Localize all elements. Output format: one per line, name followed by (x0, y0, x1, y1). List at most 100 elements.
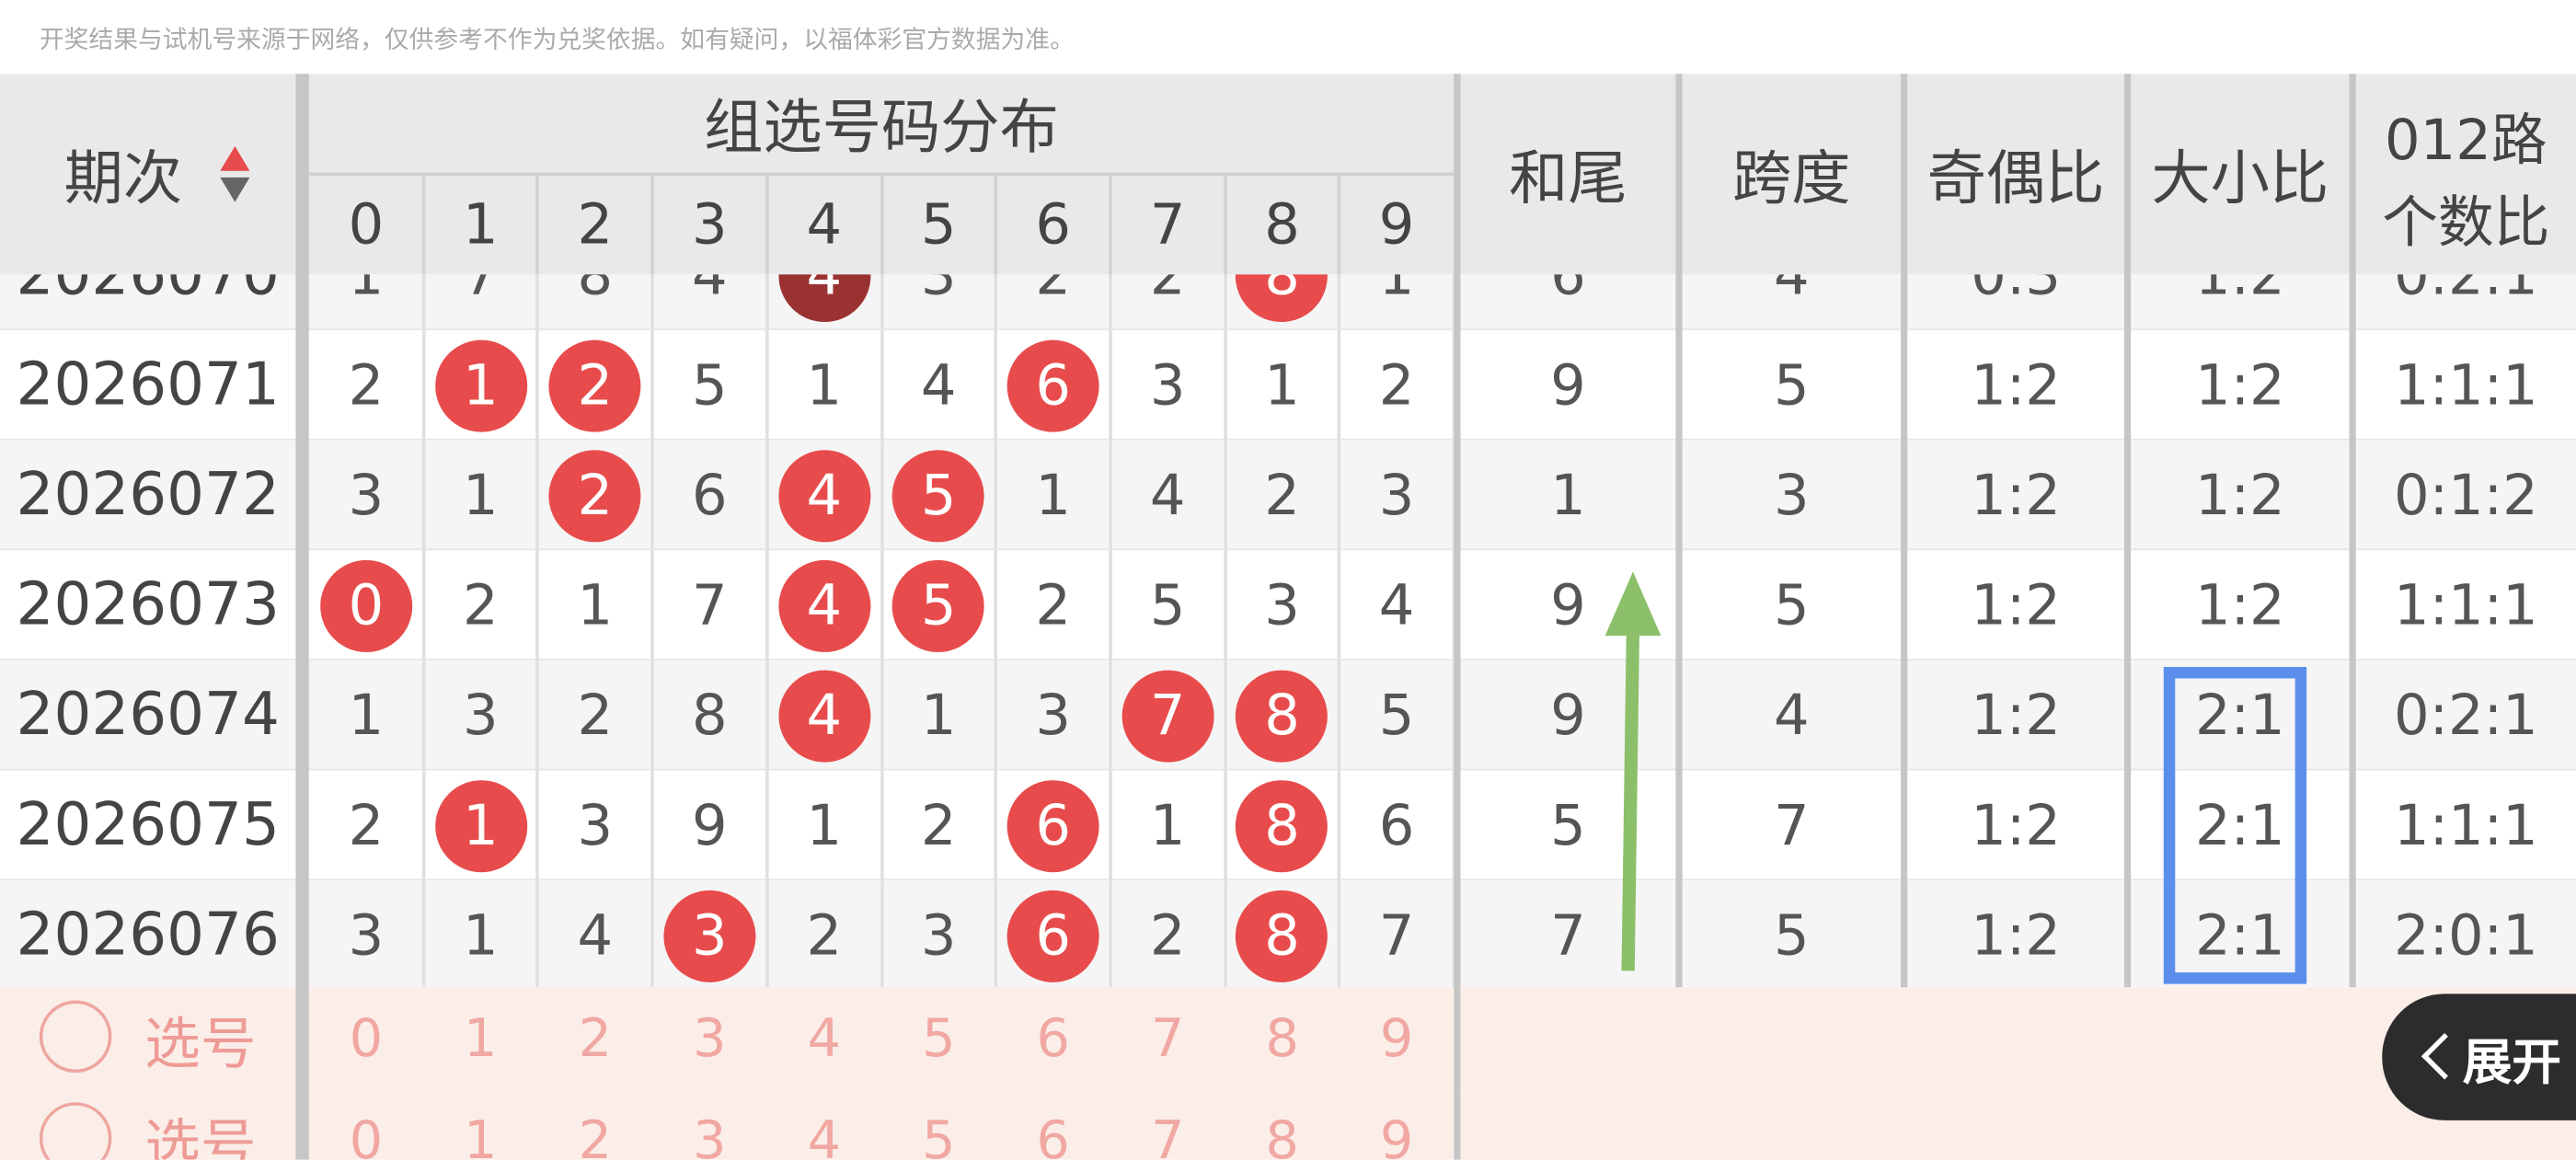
picker-digit[interactable]: 3 (693, 1108, 727, 1160)
miss-cell: 3 (1149, 352, 1186, 419)
picker-digit[interactable]: 1 (464, 1006, 498, 1070)
hit-ball: 1 (434, 780, 527, 873)
col-line (1338, 329, 1341, 441)
miss-cell: 8 (691, 682, 728, 749)
picker-digit[interactable]: 7 (1150, 1006, 1185, 1070)
picker-digit[interactable]: 0 (349, 1006, 384, 1070)
picker-digit[interactable]: 4 (807, 1006, 841, 1070)
hit-ball: 6 (1006, 339, 1099, 432)
col-line (1109, 880, 1112, 988)
col-line (535, 770, 540, 881)
picker-row: 选号 0 1 2 3 4 5 6 7 8 9 (0, 1088, 2576, 1160)
col-line (880, 274, 883, 330)
hit-ball: 2 (548, 450, 641, 543)
column-divider (1901, 74, 1908, 988)
miss-cell: 9 (691, 792, 728, 859)
table-row: 2026070 1 7 8 4 4 3 2 2 8 1 6 4 0:3 1:2 0:2:1 (0, 274, 2576, 330)
col-line (994, 440, 998, 551)
col-line (765, 770, 769, 881)
col-line (535, 880, 540, 988)
col-line (1223, 660, 1227, 771)
col-line (650, 770, 654, 881)
col-line (650, 274, 654, 330)
digit-header: 4 (806, 191, 843, 258)
hit-ball: 5 (892, 559, 985, 652)
picker-radio[interactable] (39, 1000, 112, 1074)
miss-cell: 1 (1264, 352, 1300, 419)
table-body: 2026070 1 7 8 4 4 3 2 2 8 1 6 4 0:3 1:2 0:2:1 2026071 2 1 2… (0, 274, 2576, 988)
picker-digit[interactable]: 8 (1265, 1006, 1299, 1070)
picker-digit[interactable]: 2 (578, 1006, 613, 1070)
hit-ball: 4 (777, 450, 870, 543)
issue-cell: 2026073 (16, 571, 280, 639)
picker-radio[interactable] (39, 1102, 112, 1160)
stat-cell: 2:1 (2194, 792, 2285, 859)
miss-cell: 2 (348, 352, 385, 419)
column-divider (1675, 74, 1683, 275)
col-line (1109, 660, 1112, 771)
stat-cell: 1:2 (1971, 572, 2061, 638)
table-row: 2026072 3 1 2 6 4 5 1 4 2 3 1 3 1:2 1:2 0:1:2 (0, 440, 2576, 551)
picker-digit[interactable]: 0 (349, 1108, 384, 1160)
stat-cell: 1:2 (1971, 792, 2061, 859)
miss-cell: 3 (1035, 682, 1072, 749)
miss-cell: 4 (577, 902, 614, 969)
miss-cell: 4 (1149, 462, 1186, 529)
hit-ball: 3 (663, 890, 756, 982)
digit-header: 3 (691, 191, 728, 258)
expand-button[interactable]: 展开 (2382, 993, 2576, 1120)
column-divider (2349, 74, 2356, 988)
stat-cell: 9 (1550, 352, 1586, 419)
miss-cell: 5 (1149, 572, 1186, 638)
picker-digit[interactable]: 5 (922, 1006, 956, 1070)
miss-cell: 3 (920, 902, 957, 969)
col-line (535, 329, 540, 441)
digit-header: 7 (1149, 191, 1186, 258)
picker-digit[interactable]: 1 (464, 1108, 498, 1160)
col-line (1452, 550, 1456, 660)
picker-digit[interactable]: 5 (922, 1108, 956, 1160)
col-line (421, 440, 425, 551)
column-divider (295, 74, 309, 1160)
miss-cell: 3 (1378, 462, 1415, 529)
sort-down[interactable] (220, 177, 250, 202)
picker-digit[interactable]: 7 (1150, 1108, 1185, 1160)
sort-up[interactable] (220, 145, 250, 171)
miss-cell: 2 (1035, 572, 1072, 638)
picker-digit[interactable]: 6 (1036, 1108, 1070, 1160)
stat-cell: 7 (1773, 792, 1810, 859)
header-col-line (880, 176, 883, 275)
hit-ball: 7 (1121, 670, 1214, 763)
picker-digit[interactable]: 9 (1379, 1108, 1414, 1160)
col-line (1223, 329, 1227, 441)
picker-digit[interactable]: 9 (1379, 1006, 1414, 1070)
hit-ball: 6 (1006, 890, 1099, 982)
miss-cell: 1 (577, 572, 614, 638)
col-line (421, 660, 425, 771)
col-line (994, 329, 998, 441)
miss-cell: 2 (1264, 462, 1300, 529)
col-line (765, 550, 769, 660)
stat-cell: 4 (1773, 274, 1810, 308)
hit-ball: 8 (1236, 780, 1328, 873)
col-line (421, 880, 425, 988)
picker-digit[interactable]: 2 (578, 1108, 613, 1160)
table-row: 2026073 0 2 1 7 4 5 2 5 3 4 9 5 1:2 1:2 1:1:1 (0, 550, 2576, 660)
stat-header: 奇偶比 (1926, 145, 2105, 214)
stat-cell: 2:1 (2194, 682, 2285, 749)
miss-cell: 1 (1149, 792, 1186, 859)
distribution-header: 组选号码分布 (704, 95, 1059, 163)
hit-ball: 5 (892, 450, 985, 543)
picker-digit[interactable]: 8 (1265, 1108, 1299, 1160)
col-line (1452, 274, 1456, 330)
picker-digit[interactable]: 4 (807, 1108, 841, 1160)
miss-cell: 1 (1378, 274, 1415, 308)
stat-cell: 1 (1550, 462, 1586, 529)
miss-cell: 4 (920, 352, 957, 419)
picker-digit[interactable]: 3 (693, 1006, 727, 1070)
miss-cell: 2 (463, 572, 499, 638)
picker-digit[interactable]: 6 (1036, 1006, 1070, 1070)
stat-cell: 5 (1773, 352, 1810, 419)
digit-header: 8 (1264, 191, 1300, 258)
